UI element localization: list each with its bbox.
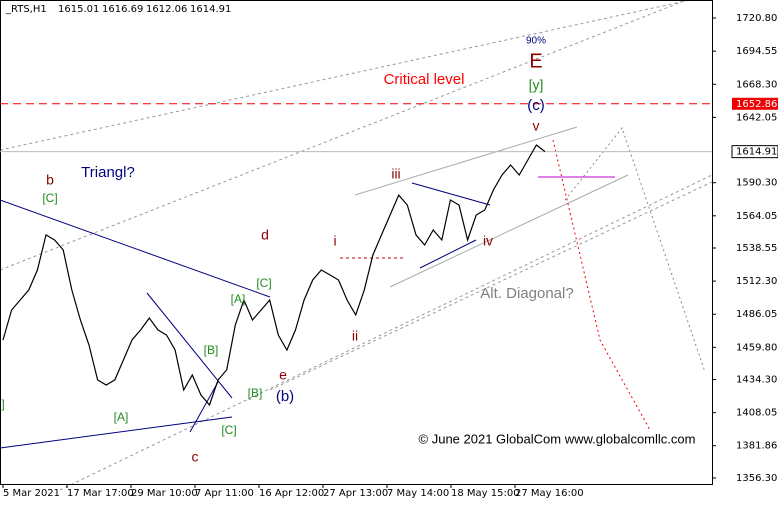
x-tick-label: 18 May 15:00 [451, 488, 520, 499]
x-tick-label: 27 May 16:00 [515, 488, 584, 499]
annotation: i [333, 233, 336, 249]
header-high: 1616.69 [102, 4, 143, 15]
annotation: [C] [256, 276, 271, 290]
y-tick-label: 1408.05 [736, 408, 777, 419]
annotation: [C] [42, 191, 57, 205]
annotation: (b) [276, 388, 294, 405]
x-tick-label: 16 Apr 12:00 [259, 488, 324, 499]
x-tick-label: 27 Apr 13:00 [323, 488, 388, 499]
current-price-label: 1614.91 [736, 147, 777, 158]
x-tick-label: 7 Apr 11:00 [195, 488, 254, 499]
forecast-path [564, 126, 706, 373]
channel-line [59, 174, 713, 491]
y-tick-label: 1381.86 [736, 441, 777, 452]
annotation: [B] [204, 343, 219, 357]
overlay-lines [0, 0, 713, 491]
annotation: ] [1, 397, 4, 411]
critical-level-label: 1652.86 [736, 99, 777, 110]
x-tick-label: 17 Mar 17:00 [67, 488, 134, 499]
triangle-line [0, 416, 233, 449]
channel-line [0, 0, 691, 151]
y-tick-label: 1538.55 [736, 243, 777, 254]
annotation: e [279, 367, 287, 383]
annotation: [A] [114, 410, 129, 424]
y-tick-label: 1694.55 [736, 46, 777, 57]
annotation: (c) [527, 97, 545, 114]
annotation: Critical level [384, 71, 465, 88]
annotation: c [192, 449, 199, 465]
annotation: iv [483, 233, 493, 249]
triangle-line [411, 182, 491, 206]
y-tick-label: 1486.05 [736, 309, 777, 320]
y-tick-label: 1356.30 [736, 473, 777, 484]
annotation: E [529, 50, 542, 72]
y-tick-label: 1564.05 [736, 211, 777, 222]
channel-line [0, 0, 688, 271]
annotation: iii [391, 166, 400, 182]
x-tick-label: 7 May 14:00 [387, 488, 449, 499]
annotation: b [46, 172, 54, 188]
y-tick-label: 1512.30 [736, 276, 777, 287]
annotation: © June 2021 GlobalCom www.globalcomllc.c… [419, 431, 696, 446]
header-symbol: _RTS,H1 [5, 4, 47, 15]
annotation: d [261, 227, 269, 243]
forecast-path [552, 139, 651, 431]
current-price-tag [731, 145, 778, 159]
y-tick-label: 1720.80 [736, 13, 777, 24]
annotation: 90% [526, 36, 546, 47]
y-tick-label: 1459.80 [736, 342, 777, 353]
annotation: Alt. Diagonal? [480, 285, 573, 302]
header-low: 1612.06 [146, 4, 187, 15]
triangle-line [419, 239, 477, 269]
y-tick-label: 1434.30 [736, 375, 777, 386]
annotation: v [533, 118, 540, 134]
diagonal-line [389, 174, 629, 288]
triangle-line [189, 381, 219, 433]
annotation: [A] [231, 292, 246, 306]
price-line [2, 144, 546, 407]
plot-frame [0, 0, 713, 485]
critical-level-tag [732, 97, 778, 110]
y-tick-label: 1642.05 [736, 112, 777, 123]
annotation: [C] [221, 423, 236, 437]
y-tick-label: 1590.30 [736, 178, 777, 189]
triangle-line [0, 199, 271, 298]
diagonal-line [354, 126, 578, 196]
annotation: ii [352, 328, 358, 344]
y-tick-label: 1668.30 [736, 79, 777, 90]
annotation: [y] [529, 77, 544, 93]
header-close: 1614.91 [190, 4, 231, 15]
annotation: [B] [248, 386, 263, 400]
header-open: 1615.01 [58, 4, 99, 15]
x-tick-label: 29 Mar 10:00 [131, 488, 198, 499]
x-tick-label: 5 Mar 2021 [3, 488, 60, 499]
annotation: Triangl? [81, 164, 135, 181]
